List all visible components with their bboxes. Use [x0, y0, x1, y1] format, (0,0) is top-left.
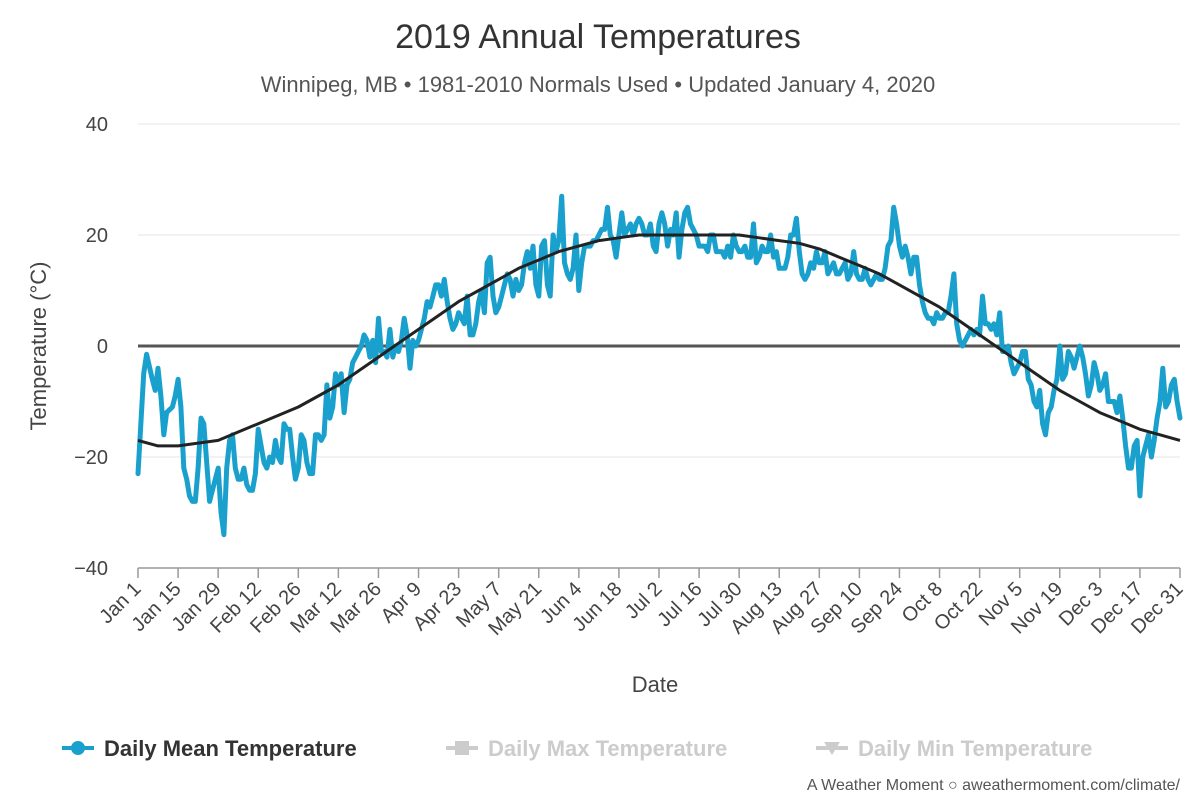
chart-subtitle: Winnipeg, MB • 1981-2010 Normals Used • … — [261, 72, 936, 97]
y-tick-label: 40 — [86, 114, 108, 136]
grid — [138, 123, 1180, 458]
y-tick-label: −40 — [74, 558, 108, 580]
series-line-daily-mean[interactable] — [135, 193, 1183, 538]
chart-title: 2019 Annual Temperatures — [395, 18, 801, 56]
legend: Daily Mean Temperature Daily Max Temperat… — [62, 736, 1092, 761]
legend-label: Daily Min Temperature — [858, 736, 1092, 761]
series-line-normal-mean[interactable] — [137, 233, 1181, 448]
legend-circle-marker — [71, 741, 85, 755]
legend-square-marker — [455, 741, 469, 755]
legend-label: Daily Mean Temperature — [104, 736, 357, 761]
legend-triangle-marker — [824, 742, 840, 755]
y-axis-ticks: 40 20 0 −20 −40 — [74, 114, 108, 580]
legend-item-daily-min[interactable]: Daily Min Temperature — [816, 736, 1092, 761]
y-tick-label: 0 — [97, 336, 108, 358]
y-axis-title: Temperature (°C) — [26, 262, 51, 431]
x-axis-title: Date — [632, 672, 678, 697]
legend-item-daily-max[interactable]: Daily Max Temperature — [446, 736, 727, 761]
x-tick-label: Jul 16 — [653, 578, 706, 631]
legend-label: Daily Max Temperature — [488, 736, 727, 761]
legend-item-daily-mean[interactable]: Daily Mean Temperature — [62, 736, 357, 761]
y-tick-label: −20 — [74, 447, 108, 469]
series-layer — [135, 193, 1183, 538]
chart-credit[interactable]: A Weather Moment ○ aweathermoment.com/cl… — [807, 777, 1181, 794]
y-tick-label: 20 — [86, 225, 108, 247]
